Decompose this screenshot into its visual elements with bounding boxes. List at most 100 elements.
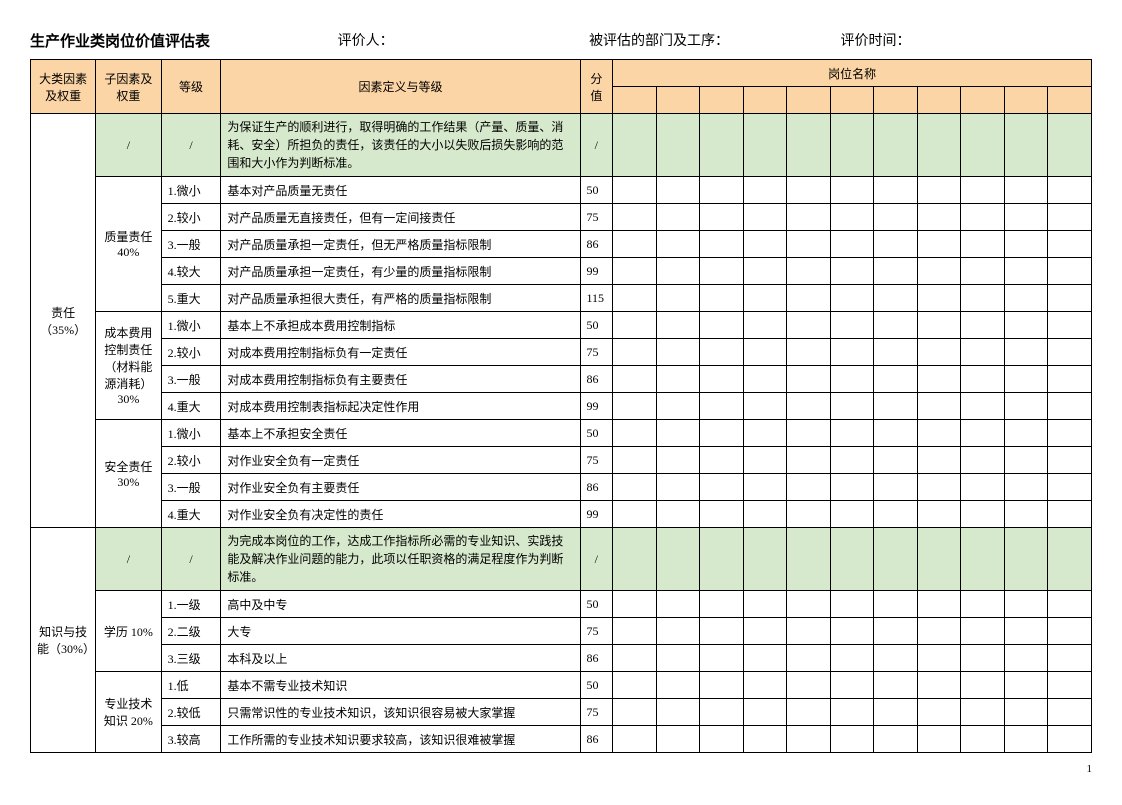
position-cell [1048,393,1092,420]
position-cell [874,339,918,366]
position-cell [917,393,961,420]
position-cell [917,501,961,528]
definition-intro-cell: 为完成本岗位的工作，达成工作指标所必需的专业知识、实践技能及解决作业问题的能力，… [221,528,580,591]
position-cell [917,699,961,726]
position-cell [1048,699,1092,726]
position-cell [656,339,700,366]
definition-cell: 对产品质量承担一定责任，但无严格质量指标限制 [221,231,580,258]
position-cell [787,645,831,672]
position-cell [1004,204,1048,231]
position-cell [830,231,874,258]
evaluation-table: 大类因素及权重 子因素及权重 等级 因素定义与等级 分值 岗位名称 责任（35%… [30,59,1092,753]
position-cell [787,177,831,204]
position-cell [613,528,657,591]
position-cell [700,447,744,474]
position-cell [743,672,787,699]
position-cell [743,591,787,618]
position-cell [874,204,918,231]
position-cell [961,393,1005,420]
position-cell [874,618,918,645]
definition-cell: 工作所需的专业技术知识要求较高，该知识很难被掌握 [221,726,580,753]
score-cell: 50 [580,591,613,618]
position-cell [700,474,744,501]
definition-cell: 只需常识性的专业技术知识，该知识很容易被大家掌握 [221,699,580,726]
position-cell [700,726,744,753]
position-cell [613,114,657,177]
position-cell [787,699,831,726]
position-cell [613,672,657,699]
position-cell [700,258,744,285]
position-cell [1048,645,1092,672]
position-cell [961,114,1005,177]
position-cell [787,366,831,393]
level-cell: 2.较小 [161,204,221,231]
level-cell: 4.重大 [161,501,221,528]
position-cell [830,114,874,177]
position-cell [656,177,700,204]
position-cell [613,285,657,312]
evaluator-label: 评价人： [338,30,549,51]
position-cell [1004,447,1048,474]
position-cell [961,312,1005,339]
definition-cell: 对成本费用控制指标负有一定责任 [221,339,580,366]
position-cell [613,699,657,726]
position-cell [700,231,744,258]
position-cell [787,312,831,339]
position-cell [874,591,918,618]
definition-cell: 高中及中专 [221,591,580,618]
level-cell: 3.三级 [161,645,221,672]
position-cell [874,501,918,528]
position-cell [961,726,1005,753]
sub-factor-cell: 成本费用控制责任（材料能源消耗） 30% [96,312,161,420]
position-cell [613,204,657,231]
score-cell: 86 [580,645,613,672]
position-cell [1048,420,1092,447]
position-cell [1048,528,1092,591]
position-cell [917,312,961,339]
position-cell [1048,726,1092,753]
position-cell [961,258,1005,285]
position-cell [961,285,1005,312]
position-cell [743,474,787,501]
position-cell [874,114,918,177]
position-cell [830,420,874,447]
position-cell [917,231,961,258]
position-cell [787,618,831,645]
sub-factor-cell: 质量责任 40% [96,177,161,312]
level-cell: 2.较低 [161,699,221,726]
position-cell [830,591,874,618]
position-cell [787,231,831,258]
level-cell: 3.一般 [161,231,221,258]
definition-cell: 对产品质量承担很大责任，有严格的质量指标限制 [221,285,580,312]
position-cell [961,645,1005,672]
position-cell [743,339,787,366]
score-cell: 50 [580,672,613,699]
score-intro-cell: / [580,114,613,177]
position-cell [1004,726,1048,753]
position-cell [613,591,657,618]
position-cell [830,474,874,501]
position-cell [830,672,874,699]
position-cell [917,726,961,753]
position-cell [874,393,918,420]
position-cell [961,366,1005,393]
definition-cell: 对作业安全负有决定性的责任 [221,501,580,528]
level-cell: 2.较小 [161,339,221,366]
position-cell [700,393,744,420]
position-cell [613,618,657,645]
position-cell [1048,312,1092,339]
position-cell [700,312,744,339]
position-cell [830,726,874,753]
position-cell [961,591,1005,618]
position-cell [1004,501,1048,528]
position-cell [830,618,874,645]
position-cell [656,501,700,528]
position-cell [700,591,744,618]
position-cell [961,474,1005,501]
position-cell [830,366,874,393]
position-col-6 [874,87,918,114]
department-label: 被评估的部门及工序： [589,30,800,51]
position-cell [613,420,657,447]
position-cell [917,474,961,501]
position-cell [656,420,700,447]
